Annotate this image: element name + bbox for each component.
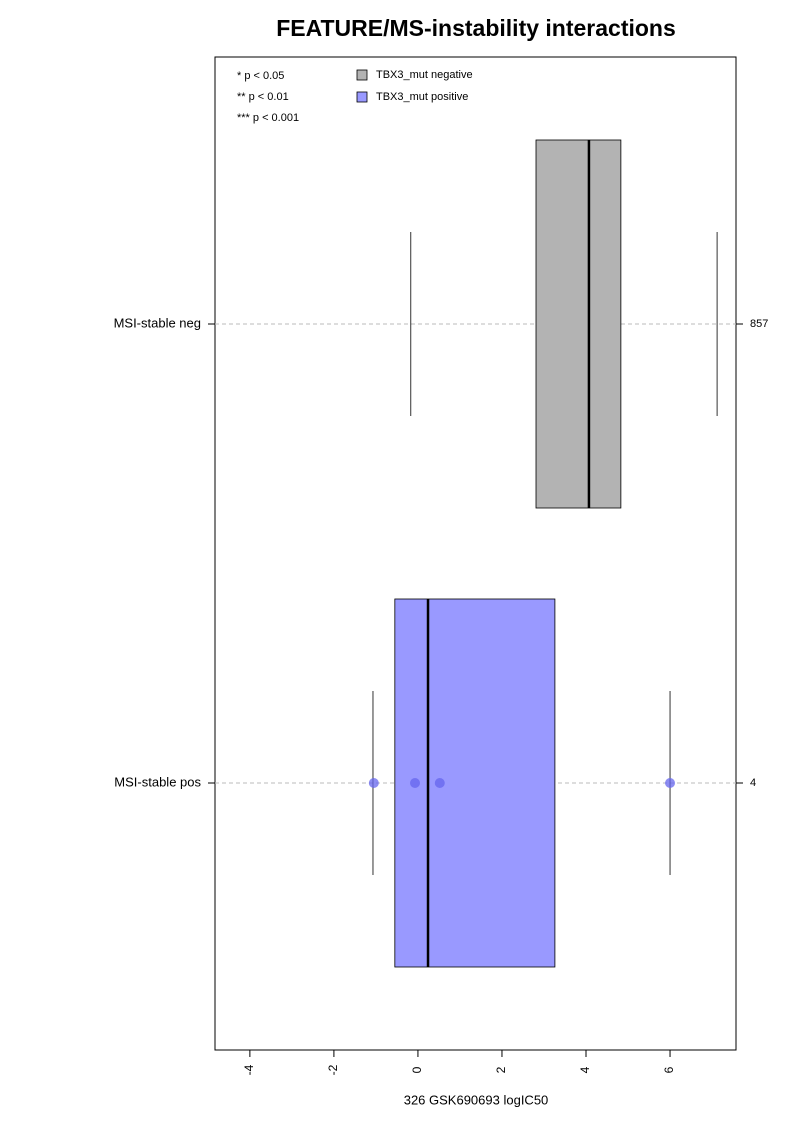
data-point: [368, 778, 379, 788]
count-label: 4: [750, 777, 756, 789]
x-tick-label: 2: [494, 1066, 508, 1073]
data-point: [665, 778, 676, 788]
data-point: [409, 778, 420, 788]
legend-swatch: [356, 91, 368, 103]
significance-note: * p < 0.05: [237, 70, 284, 82]
x-tick-label: -4: [242, 1064, 256, 1075]
x-tick-label: 4: [578, 1066, 592, 1073]
y-tick-label: MSI-stable pos: [114, 774, 201, 789]
legend-swatch: [356, 69, 368, 81]
significance-note: ** p < 0.01: [237, 91, 289, 103]
x-axis-label: 326 GSK690693 logIC50: [404, 1092, 549, 1107]
x-tick-label: 0: [410, 1066, 424, 1073]
x-tick-label: 6: [662, 1066, 676, 1073]
box: [394, 598, 556, 968]
significance-note: *** p < 0.001: [237, 112, 299, 124]
data-point: [434, 778, 445, 788]
box: [535, 139, 622, 509]
count-label: 857: [750, 318, 768, 330]
legend-label: TBX3_mut positive: [376, 91, 468, 103]
y-tick-label: MSI-stable neg: [114, 315, 201, 330]
plot-frame: [214, 56, 737, 1051]
legend-label: TBX3_mut negative: [376, 69, 473, 81]
x-tick-label: -2: [326, 1064, 340, 1075]
chart-title: FEATURE/MS-instability interactions: [276, 15, 676, 41]
